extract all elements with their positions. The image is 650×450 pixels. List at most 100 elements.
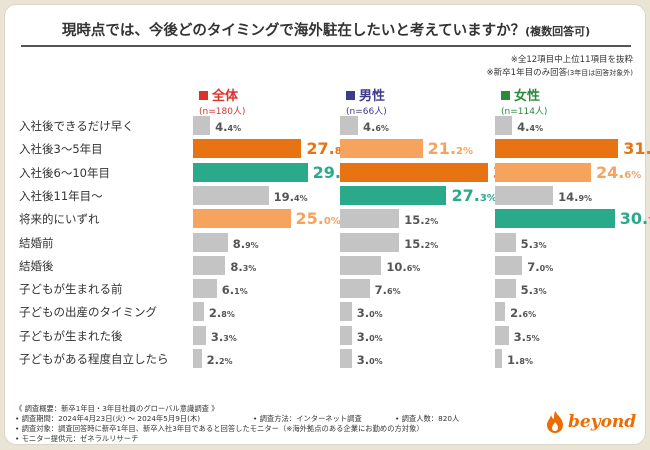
value-label: 3.0%: [356, 306, 383, 321]
value-label: 3.0%: [356, 329, 383, 344]
bar: [193, 302, 204, 322]
value-label: 15.2%: [404, 236, 439, 251]
bar: [340, 139, 423, 159]
series-n-label: (n=114人): [501, 107, 548, 117]
note-first-year-main: ※新卒1年目のみ回答: [486, 68, 568, 78]
category-label: 入社後できるだけ早く: [19, 119, 134, 133]
bar: [193, 139, 302, 159]
category-label: 結婚前: [19, 235, 54, 250]
bar: [495, 185, 554, 205]
category-label: 子どもが生まれる前: [19, 282, 123, 297]
bar: [193, 279, 217, 299]
category-label: 入社後3～5年目: [19, 142, 103, 157]
title-text: 現時点では、今後どのタイミングで海外駐在したいと考えていますか？: [61, 23, 526, 39]
bar: [495, 162, 591, 182]
legend-swatch: [501, 91, 510, 100]
series-header-1: 男性 (n=66人): [346, 85, 387, 117]
footer-target: • 調査対象：調査回答時に新卒1年目、新卒入社3年目であると回答したモニター（※…: [15, 424, 424, 433]
value-label: 4.4%: [215, 120, 242, 134]
value-label: 10.6%: [386, 259, 421, 274]
bar: [495, 349, 503, 368]
legend-swatch: [346, 91, 355, 100]
value-label: 30.7%: [619, 209, 650, 229]
value-label: 14.9%: [558, 189, 593, 204]
bar: [340, 232, 400, 252]
bar: [193, 116, 211, 135]
value-label: 2.2%: [206, 353, 233, 367]
bar: [193, 185, 269, 205]
title-divider: [21, 45, 631, 47]
series-n-label: (n=66人): [346, 107, 387, 117]
value-label: 5.3%: [520, 283, 547, 298]
bar: [495, 255, 523, 275]
bar: [193, 209, 291, 229]
title-subtitle: (複数回答可): [525, 25, 591, 38]
series-name: 女性: [514, 89, 541, 104]
note-first-year-small: (3年目は回答対象外): [567, 69, 633, 77]
value-label: 25.0%: [295, 209, 341, 229]
value-label: 27.3%: [451, 185, 497, 205]
value-label: 7.6%: [374, 283, 401, 298]
bar: [495, 302, 506, 322]
footer-count: • 調査人数：820人: [395, 414, 460, 423]
category-label: 結婚後: [19, 258, 54, 273]
value-label: 1.8%: [507, 353, 533, 367]
flame-logo-icon: [547, 411, 563, 433]
category-label: 子どもがある程度自立したら: [19, 352, 169, 366]
value-label: 3.0%: [356, 353, 383, 367]
bar: [193, 255, 226, 275]
bar: [340, 116, 358, 135]
value-label: 6.1%: [221, 283, 248, 298]
value-label: 24.6%: [595, 162, 642, 182]
bar: [193, 349, 202, 368]
footer-provider: • モニター提供元：ゼネラルリサーチ: [15, 434, 139, 443]
note-selection: ※全12項目中上位11項目を抜粋: [510, 55, 633, 65]
bar: [495, 279, 516, 299]
bar: [193, 325, 206, 345]
value-label: 3.3%: [210, 329, 237, 344]
value-label: 15.2%: [404, 213, 439, 228]
value-label: 4.6%: [362, 120, 389, 134]
bar: [193, 232, 228, 252]
bar: [340, 302, 352, 322]
value-label: 2.8%: [208, 306, 235, 321]
series-name: 男性: [359, 89, 386, 104]
footer-survey-title: 《 調査概要：新卒1年目・3年目社員のグローバル意識調査 》: [15, 404, 219, 413]
bar: [193, 162, 308, 182]
series-n-label: (n=180人): [199, 107, 246, 117]
bar: [495, 325, 509, 345]
value-label: 19.4%: [273, 189, 308, 204]
bar: [340, 209, 400, 229]
bar: [495, 139, 619, 159]
value-label: 21.2%: [427, 139, 473, 159]
bar: [340, 279, 370, 299]
value-label: 4.4%: [517, 120, 544, 134]
category-label: 入社後6～10年目: [19, 165, 110, 180]
footer-row-2: • 調査期間：2024年4月23日(火) ～ 2024年5月9日(木) • 調査方…: [15, 414, 459, 424]
series-name: 全体: [212, 89, 239, 104]
bar: [340, 255, 382, 275]
category-label: 将来的にいずれ: [19, 212, 100, 227]
value-label: 3.5%: [513, 329, 540, 344]
series-header-0: 全体 (n=180人): [199, 85, 245, 117]
series-header-2: 女性 (n=114人): [501, 85, 547, 117]
value-label: 2.6%: [510, 306, 537, 321]
brand-name: beyond: [568, 412, 637, 432]
value-label: 5.3%: [520, 236, 547, 251]
value-label: 8.3%: [230, 259, 257, 274]
category-label: 子どもの出産のタイミング: [19, 305, 157, 320]
bar: [340, 162, 488, 182]
value-label: 31.6%: [623, 139, 650, 159]
bar: [495, 209, 615, 229]
bar: [495, 116, 513, 135]
footer-method: • 調査方法：インターネット調査: [253, 414, 362, 423]
note-first-year-only: ※新卒1年目のみ回答(3年目は回答対象外): [487, 66, 633, 78]
chart-title: 現時点では、今後どのタイミングで海外駐在したいと考えていますか？(複数回答可): [5, 19, 647, 40]
chart-card: 現時点では、今後どのタイミングで海外駐在したいと考えていますか？(複数回答可) …: [4, 4, 650, 445]
category-label: 入社後11年目～: [19, 188, 103, 203]
category-label: 子どもが生まれた後: [19, 328, 123, 343]
bar: [495, 232, 516, 252]
bar: [340, 185, 447, 205]
legend-swatch: [199, 91, 208, 100]
value-label: 7.0%: [527, 259, 554, 274]
